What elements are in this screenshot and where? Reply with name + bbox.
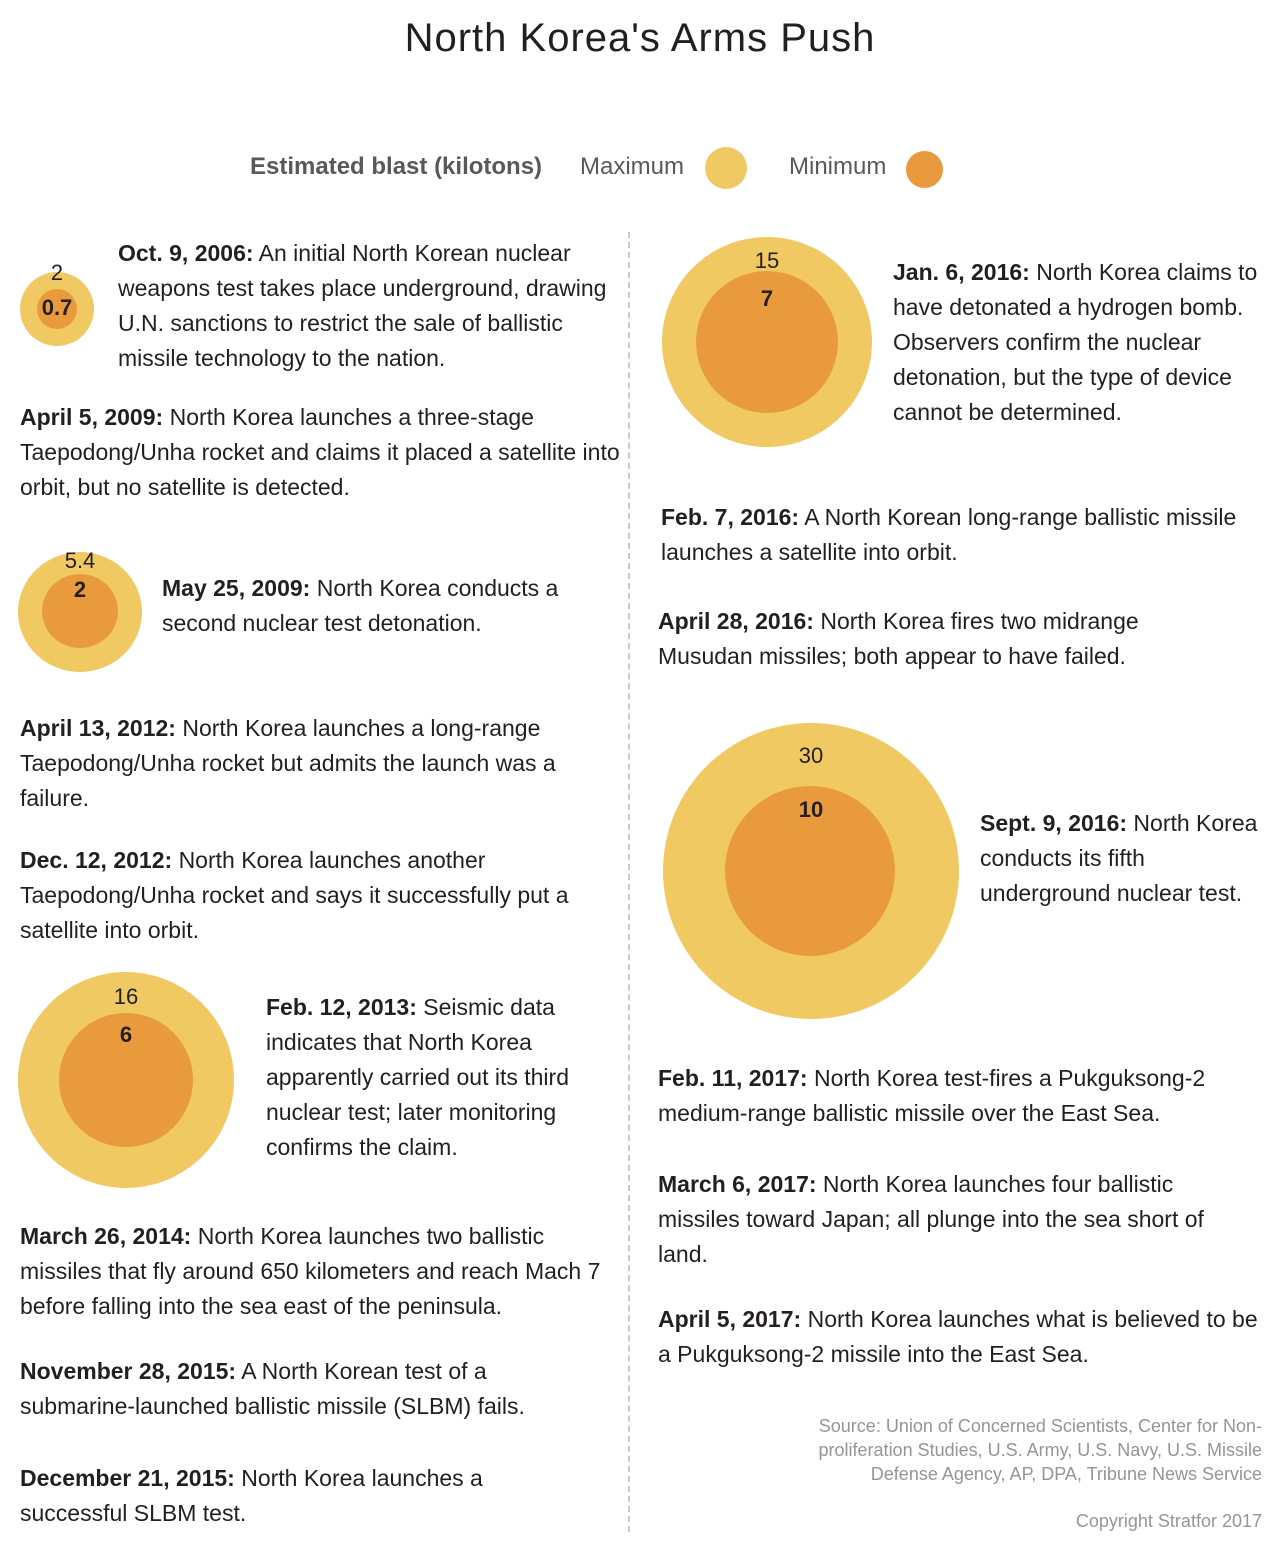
blast-min-circle (696, 271, 838, 413)
event-2006-10-09: Oct. 9, 2006: An initial North Korean nu… (118, 236, 618, 376)
event-date: April 5, 2009: (20, 404, 164, 430)
event-2016-02-07: Feb. 7, 2016: A North Korean long-range … (661, 500, 1271, 570)
legend-max-label: Maximum (580, 153, 685, 180)
event-2013-02-12: Feb. 12, 2013: Seismic data indicates th… (266, 990, 611, 1165)
event-2017-04-05: April 5, 2017: North Korea launches what… (658, 1302, 1258, 1372)
event-date: Feb. 12, 2013: (266, 994, 417, 1020)
blast-min-value: 0.7 (41, 295, 73, 320)
event-text: North Korea launches a long-range Taepod… (20, 715, 556, 811)
event-2017-02-11: Feb. 11, 2017: North Korea test-fires a … (658, 1061, 1238, 1131)
blast-min-circle (37, 289, 77, 329)
legend-label-prefix: Estimated blast (250, 153, 428, 180)
event-text: North Korea launches a three-stage Taepo… (20, 404, 620, 500)
event-date: Oct. 9, 2006: (118, 240, 254, 266)
event-date: March 6, 2017: (658, 1171, 817, 1197)
event-text: A North Korean test of a submarine-launc… (20, 1358, 525, 1419)
column-divider (628, 232, 630, 1532)
event-2017-03-06: March 6, 2017: North Korea launches four… (658, 1167, 1218, 1272)
event-text: North Korea conducts its fifth undergrou… (980, 810, 1258, 906)
event-date: Sept. 9, 2016: (980, 810, 1128, 836)
legend-max-swatch (705, 147, 747, 189)
event-date: Feb. 7, 2016: (661, 504, 800, 530)
blast-max-value: 2 (50, 260, 64, 285)
event-text: Seismic data indicates that North Korea … (266, 994, 569, 1160)
copyright: Copyright Stratfor 2017 (1075, 1511, 1262, 1531)
event-text: North Korea test-fires a Pukguksong-2 me… (658, 1065, 1206, 1126)
blast-min-value: 7 (760, 286, 774, 311)
event-2014-03-26: March 26, 2014: North Korea launches two… (20, 1219, 620, 1324)
legend-label-units: (kilotons) (434, 153, 543, 180)
event-text: North Korea launches a successful SLBM t… (20, 1465, 483, 1526)
event-text: An initial North Korean nuclear weapons … (118, 240, 607, 371)
event-2016-01-06: Jan. 6, 2016: North Korea claims to have… (893, 255, 1273, 430)
page-title: North Korea's Arms Push (404, 16, 876, 60)
event-text: North Korea fires two midrange Musudan m… (658, 608, 1139, 669)
blast-max-value: 15 (754, 248, 780, 273)
event-text: North Korea claims to have detonated a h… (893, 259, 1258, 425)
blast-min-value: 2 (73, 577, 87, 602)
event-date: Feb. 11, 2017: (658, 1065, 808, 1091)
event-2016-04-28: April 28, 2016: North Korea fires two mi… (658, 604, 1178, 674)
blast-min-circle (725, 786, 895, 956)
blast-min-value: 6 (119, 1022, 133, 1047)
legend-min-swatch (906, 151, 943, 188)
legend-title: Estimated blast (kilotons) (250, 153, 542, 181)
event-date: April 5, 2017: (658, 1306, 802, 1332)
event-2015-11-28: November 28, 2015: A North Korean test o… (20, 1354, 580, 1424)
event-2015-12-21: December 21, 2015: North Korea launches … (20, 1461, 540, 1531)
event-date: March 26, 2014: (20, 1223, 192, 1249)
event-date: April 28, 2016: (658, 608, 814, 634)
blast-max-value: 30 (798, 743, 824, 768)
event-text: North Korea conducts a second nuclear te… (162, 575, 559, 636)
event-text: North Korea launches two ballistic missi… (20, 1223, 601, 1319)
event-date: April 13, 2012: (20, 715, 176, 741)
event-text: North Korea launches another Taepodong/U… (20, 847, 569, 943)
event-date: Dec. 12, 2012: (20, 847, 173, 873)
event-text: A North Korean long-range ballistic miss… (661, 504, 1237, 565)
source-note: Source: Union of Concerned Scientists, C… (818, 1416, 1262, 1484)
event-2009-04-05: April 5, 2009: North Korea launches a th… (20, 400, 620, 505)
blast-max-value: 5.4 (64, 548, 96, 573)
event-2012-04-13: April 13, 2012: North Korea launches a l… (20, 711, 612, 816)
blast-min-circle (59, 1013, 193, 1147)
legend-min-label: Minimum (789, 153, 887, 180)
event-date: Jan. 6, 2016: (893, 259, 1030, 285)
blast-min-value: 10 (798, 797, 824, 822)
event-2012-12-12: Dec. 12, 2012: North Korea launches anot… (20, 843, 620, 948)
event-text: North Korea launches four ballistic miss… (658, 1171, 1204, 1267)
blast-min-circle (42, 574, 118, 648)
blast-max-value: 16 (113, 984, 139, 1009)
legend: Estimated blast (kilotons) Maximum Minim… (0, 145, 1280, 189)
event-date: December 21, 2015: (20, 1465, 235, 1491)
event-2009-05-25: May 25, 2009: North Korea conducts a sec… (162, 571, 602, 641)
event-2016-09-09: Sept. 9, 2016: North Korea conducts its … (980, 806, 1270, 911)
event-text: North Korea launches what is believed to… (658, 1306, 1258, 1367)
event-date: November 28, 2015: (20, 1358, 237, 1384)
event-date: May 25, 2009: (162, 575, 311, 601)
